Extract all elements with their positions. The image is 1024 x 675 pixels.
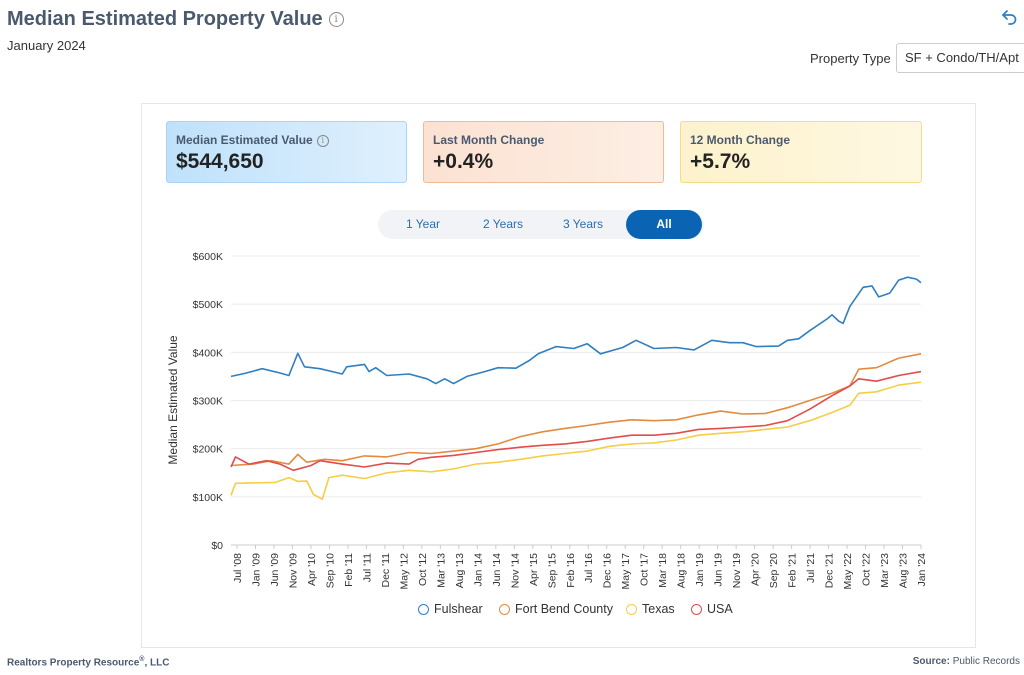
footer-source: Source: Public Records — [912, 656, 1020, 667]
tab-1-year[interactable]: 1 Year — [405, 217, 441, 231]
legend-label: Fulshear — [434, 602, 483, 616]
legend-item-texas[interactable]: Texas — [626, 602, 675, 616]
page-subtitle: January 2024 — [7, 38, 86, 53]
tab-2-years[interactable]: 2 Years — [482, 217, 524, 231]
metric-last-month-change: Last Month Change +0.4% — [423, 121, 664, 183]
time-range-tabs: 1 Year 2 Years 3 Years All — [378, 210, 704, 239]
tab-all[interactable]: All — [626, 210, 702, 239]
legend-item-usa[interactable]: USA — [691, 602, 733, 616]
legend-marker-icon — [626, 603, 637, 615]
legend-marker-icon — [691, 603, 702, 615]
chart-card — [141, 103, 976, 648]
legend-marker-icon — [418, 603, 429, 615]
legend-item-fulshear[interactable]: Fulshear — [418, 602, 483, 616]
legend-marker-icon — [499, 603, 510, 615]
property-type-label: Property Type — [810, 51, 891, 66]
metric-value: +5.7% — [690, 150, 751, 173]
legend-label: Fort Bend County — [515, 602, 613, 616]
metric-12-month-change: 12 Month Change +5.7% — [680, 121, 922, 183]
info-icon[interactable]: i — [316, 134, 329, 147]
footer-company: Realtors Property Resource®, LLC — [7, 656, 170, 669]
metric-label: Median Estimated Value i — [176, 133, 329, 147]
metric-median-value: Median Estimated Value i $544,650 — [166, 121, 407, 183]
page-title: Median Estimated Property Value i — [7, 8, 344, 31]
metric-value: $544,650 — [176, 150, 264, 173]
share-icon[interactable] — [1000, 8, 1018, 26]
info-icon[interactable]: i — [328, 12, 344, 28]
tab-3-years[interactable]: 3 Years — [562, 217, 604, 231]
legend-item-fort-bend[interactable]: Fort Bend County — [499, 602, 613, 616]
metric-label: 12 Month Change — [690, 133, 791, 147]
property-type-select[interactable]: SF + Condo/TH/Apt — [896, 43, 1024, 73]
legend-label: Texas — [642, 602, 675, 616]
legend-label: USA — [707, 602, 733, 616]
metric-label: Last Month Change — [433, 133, 545, 147]
metric-value: +0.4% — [433, 150, 494, 173]
